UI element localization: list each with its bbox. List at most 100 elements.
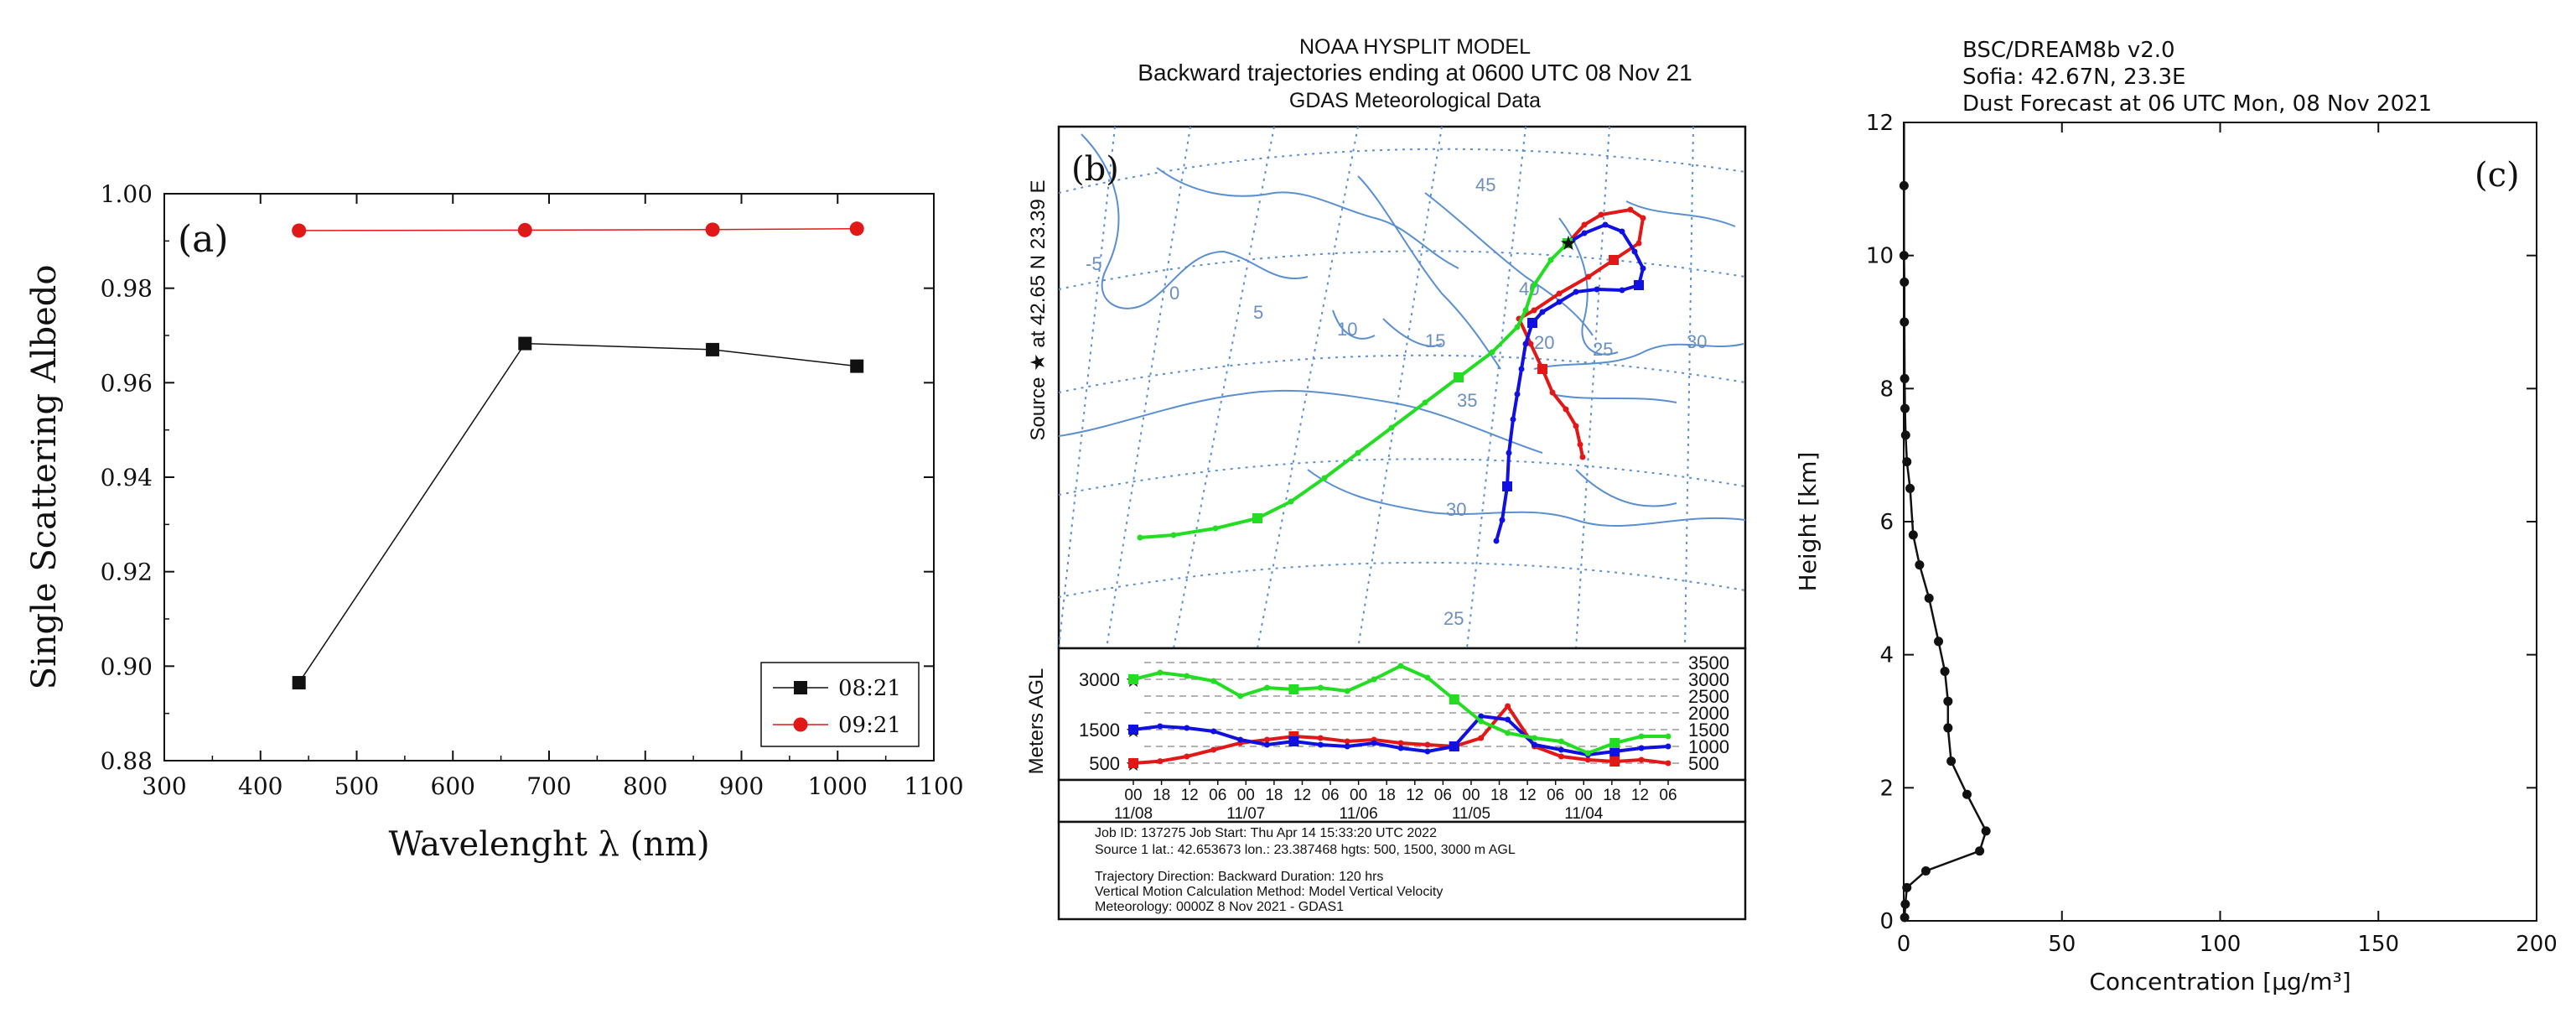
legend-label: 09:21	[838, 713, 901, 738]
trajectory-marker	[1581, 230, 1588, 237]
data-point	[1900, 912, 1910, 923]
trajectory-marker	[1579, 454, 1586, 460]
profile-marker	[1344, 738, 1350, 745]
time-tick-label: 00	[1237, 787, 1255, 804]
panel-c-title-line: Sofia: 42.67N, 23.3E	[1962, 65, 2185, 90]
profile-marker	[1424, 741, 1431, 748]
profile-marker	[1317, 684, 1324, 691]
trajectory-marker	[1635, 240, 1642, 247]
profile-marker	[1638, 745, 1645, 751]
profile-marker	[1478, 718, 1485, 725]
profile-marker	[1397, 745, 1404, 751]
x-tick-label: 300	[142, 772, 186, 800]
profile-marker	[1371, 740, 1377, 746]
time-tick-label: 06	[1321, 787, 1339, 804]
data-point	[1900, 430, 1910, 440]
profile-marker-major	[1128, 674, 1138, 684]
data-point	[850, 359, 864, 373]
data-point	[1905, 483, 1915, 493]
profile-marker-major	[1609, 746, 1620, 756]
trajectory-marker	[1577, 441, 1583, 448]
trajectory-marker	[1619, 287, 1625, 294]
data-point	[1920, 866, 1931, 876]
profile-marker	[1424, 748, 1431, 755]
profile-marker-major	[1609, 756, 1620, 767]
profile-marker	[1157, 758, 1164, 765]
map-lon-label: 25	[1593, 339, 1613, 360]
trajectory-marker	[1493, 538, 1500, 544]
profile-marker	[1665, 733, 1672, 740]
profile-marker	[1397, 740, 1404, 746]
trajectory-line	[1139, 242, 1569, 539]
profile-marker-major	[1128, 725, 1138, 735]
profile-marker	[1584, 756, 1591, 763]
x-tick-label: 900	[719, 772, 764, 800]
x-tick-label: 0	[1897, 932, 1911, 957]
profile-marker	[1665, 743, 1672, 750]
trajectory-marker-major	[1502, 481, 1512, 491]
data-point	[1900, 403, 1910, 413]
profile-right-tick: 2500	[1688, 686, 1729, 707]
trajectory-marker	[1288, 498, 1294, 505]
legend-marker	[794, 681, 807, 694]
data-point	[1946, 756, 1957, 767]
coastline	[1424, 192, 1594, 336]
time-tick-label: 18	[1490, 787, 1508, 804]
coastline	[1533, 343, 1744, 370]
trajectory-marker-major	[1454, 372, 1464, 382]
legend-marker	[793, 717, 808, 732]
time-tick-label: 06	[1659, 787, 1677, 804]
trajectory-marker	[1585, 273, 1592, 280]
profile-marker	[1264, 736, 1270, 743]
profile-marker	[1344, 743, 1350, 750]
profile-marker	[1478, 713, 1485, 720]
coastline	[1059, 389, 1543, 454]
trajectory-marker	[1506, 450, 1512, 456]
y-tick-label: 0.98	[101, 275, 153, 303]
trajectory-marker	[1627, 206, 1634, 213]
profile-marker	[1424, 674, 1431, 681]
coastline	[1332, 309, 1376, 340]
y-tick-label: 1.00	[101, 180, 153, 208]
source-star: ★	[1559, 233, 1578, 255]
coastline	[1357, 175, 1501, 370]
footer-line: Vertical Motion Calculation Method: Mode…	[1095, 885, 1443, 899]
longitude-line	[1257, 127, 1359, 648]
profile-marker	[1532, 735, 1537, 741]
x-tick-label: 400	[238, 772, 282, 800]
trajectory-marker	[1640, 265, 1646, 272]
profile-marker	[1184, 673, 1190, 679]
trajectory-marker	[1602, 221, 1609, 228]
trajectory-marker	[1388, 424, 1395, 431]
profile-marker-major	[1449, 741, 1459, 751]
coastline	[1575, 469, 1677, 507]
trajectory-marker	[1581, 221, 1588, 228]
profile-right-tick: 2000	[1688, 703, 1729, 724]
profile-marker-major	[1449, 694, 1459, 704]
time-tick-label: 18	[1603, 787, 1620, 804]
latitude-line	[1059, 561, 1745, 598]
time-tick-label: 12	[1519, 787, 1537, 804]
time-tick-label: 12	[1406, 787, 1423, 804]
trajectory-marker	[1640, 215, 1646, 221]
profile-marker	[1532, 741, 1537, 748]
data-point	[1934, 637, 1944, 647]
profile-marker	[1237, 693, 1244, 699]
trajectory-marker	[1549, 389, 1556, 396]
profile-marker	[1237, 736, 1244, 743]
plot-frame	[1903, 122, 2537, 922]
trajectory-marker-major	[1537, 364, 1547, 374]
profile-marker	[1184, 753, 1190, 760]
profile-marker	[1584, 750, 1591, 756]
x-tick-label: 200	[2516, 932, 2558, 957]
date-label: 11/08	[1114, 805, 1153, 823]
map-lon-label: 15	[1425, 330, 1445, 351]
profile-marker	[1478, 735, 1485, 741]
trajectory-marker	[1522, 340, 1529, 347]
x-tick-label: 500	[334, 772, 379, 800]
series-line-09:21	[298, 227, 858, 231]
data-point	[706, 342, 720, 356]
trajectory-line	[1516, 207, 1646, 458]
time-tick-label: 06	[1434, 787, 1452, 804]
